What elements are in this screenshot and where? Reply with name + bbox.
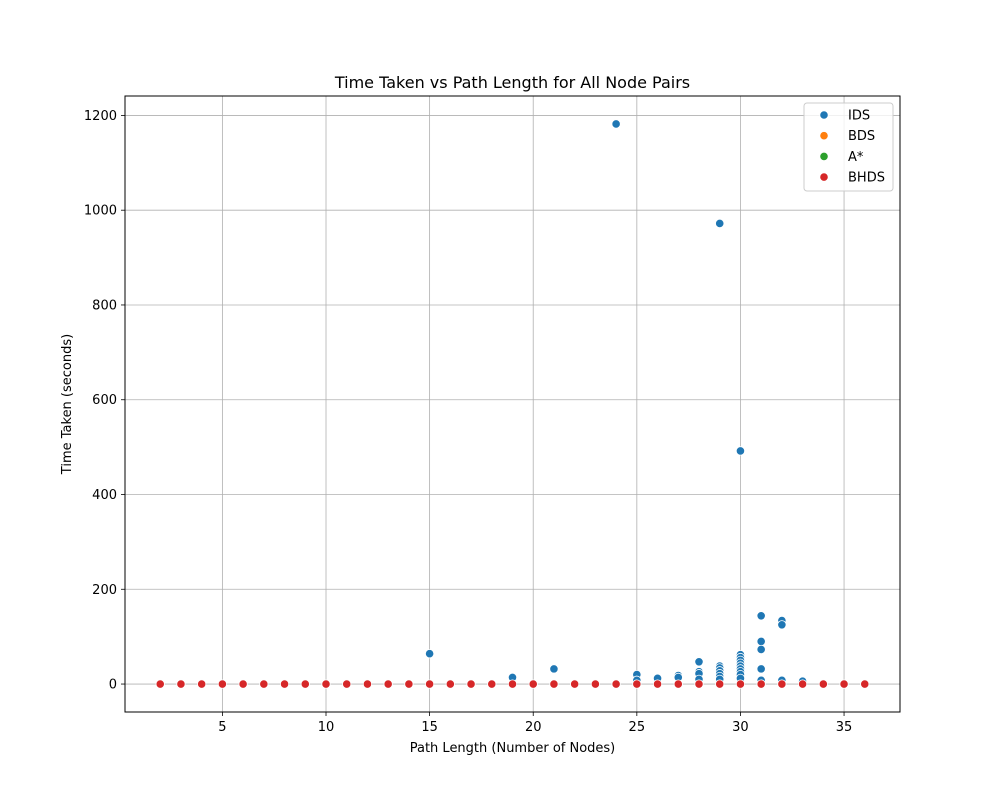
data-point-bhds: [425, 679, 435, 689]
x-tick-label: 20: [525, 720, 542, 735]
data-point-bhds: [279, 679, 290, 689]
data-points: [155, 119, 870, 689]
data-point-bhds: [321, 679, 331, 689]
y-axis-ticks: 0 200 400 600 800 1000 1200: [84, 109, 125, 693]
data-point-bhds: [632, 679, 642, 689]
plot-frame: [124, 95, 901, 713]
grid-lines: [125, 96, 900, 712]
x-axis-label: Path Length (Number of Nodes): [410, 741, 616, 756]
data-point-bhds: [383, 679, 393, 689]
data-point-ids: [756, 644, 766, 655]
y-tick-label: 600: [92, 393, 117, 408]
data-point-bhds: [259, 679, 269, 689]
legend-marker-a: [819, 151, 829, 161]
data-point-ids: [756, 636, 766, 646]
data-point-bhds: [238, 679, 248, 689]
data-point-bhds: [362, 679, 373, 689]
data-point-ids: [735, 446, 746, 456]
data-point-ids: [756, 664, 766, 674]
data-point-ids: [715, 218, 725, 229]
y-tick-label: 400: [92, 488, 117, 503]
data-point-bhds: [839, 679, 849, 689]
data-point-bhds: [611, 679, 621, 689]
y-tick-label: 800: [92, 298, 117, 313]
x-tick-label: 15: [421, 720, 438, 735]
data-point-bhds: [860, 679, 870, 689]
y-axis-label: Time Taken (seconds): [60, 334, 75, 475]
data-point-bhds: [217, 679, 227, 689]
data-point-ids: [777, 620, 787, 630]
legend-marker-ids: [819, 110, 829, 120]
x-tick-label: 35: [836, 720, 853, 735]
data-point-bhds: [445, 679, 455, 689]
data-point-ids: [425, 649, 435, 659]
data-point-bhds: [197, 679, 207, 689]
y-tick-label: 200: [92, 583, 117, 598]
x-axis-ticks: 5 10 15 20 25 30 35: [218, 712, 852, 735]
y-tick-label: 1200: [84, 109, 117, 124]
legend-label-ids: IDS: [848, 109, 870, 124]
data-point-bhds: [798, 679, 808, 689]
data-point-bhds: [300, 679, 310, 689]
data-point-bhds: [590, 679, 600, 689]
data-point-bhds: [487, 679, 497, 689]
data-point-bhds: [342, 679, 352, 689]
data-point-bhds: [466, 679, 476, 689]
data-point-bhds: [570, 679, 580, 689]
legend-marker-bds: [819, 131, 829, 141]
legend-label-bhds: BHDS: [848, 171, 885, 186]
legend-label-bds: BDS: [848, 129, 875, 144]
y-tick-label: 0: [109, 678, 117, 693]
data-point-bhds: [673, 679, 683, 689]
data-point-bhds: [777, 679, 787, 689]
legend-marker-bhds: [819, 172, 829, 182]
data-point-ids: [756, 611, 766, 621]
data-point-bhds: [735, 679, 746, 689]
legend-box: [803, 102, 894, 192]
data-point-ids: [694, 657, 704, 667]
chart-title: Time Taken vs Path Length for All Node P…: [334, 73, 690, 92]
data-point-ids: [611, 119, 621, 129]
x-tick-label: 10: [318, 720, 335, 735]
data-point-bhds: [404, 679, 414, 689]
data-point-bhds: [549, 679, 559, 689]
data-point-bhds: [756, 679, 766, 689]
data-point-bhds: [528, 679, 538, 689]
data-point-bhds: [507, 679, 518, 689]
y-tick-label: 1000: [84, 204, 117, 219]
data-point-bhds: [715, 679, 725, 689]
data-point-bhds: [818, 679, 828, 689]
data-point-ids: [549, 664, 559, 674]
data-point-bhds: [176, 679, 186, 689]
legend: IDS BDS A* BHDS: [803, 102, 894, 192]
data-point-bhds: [652, 679, 663, 689]
x-tick-label: 5: [218, 720, 226, 735]
data-point-bhds: [155, 679, 165, 689]
x-tick-label: 30: [732, 720, 749, 735]
x-tick-label: 25: [629, 720, 646, 735]
legend-label-a: A*: [848, 150, 864, 165]
data-point-bhds: [694, 679, 704, 689]
